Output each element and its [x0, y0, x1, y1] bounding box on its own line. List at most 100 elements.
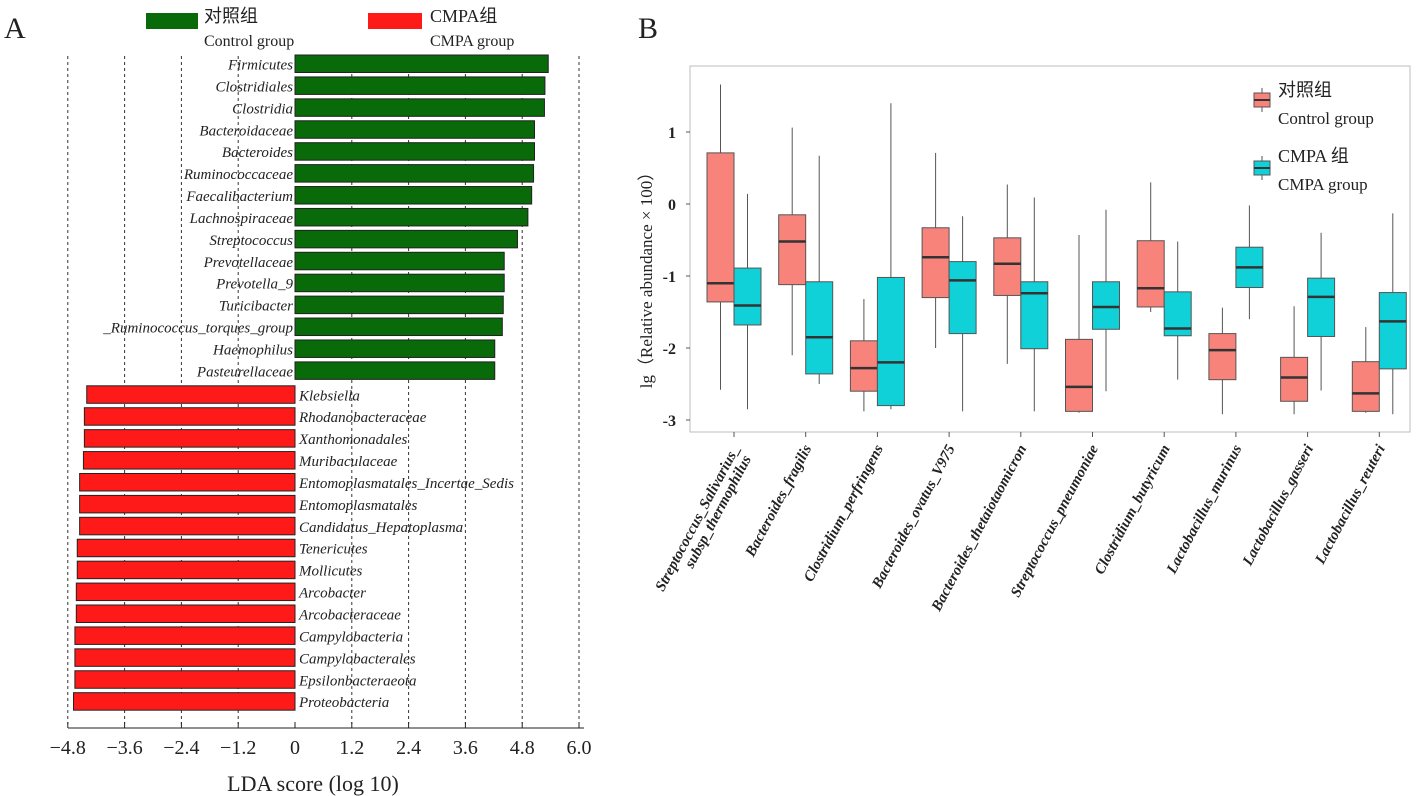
lda-bar [74, 648, 296, 667]
box-legend-control-cn: 对照组 [1278, 80, 1332, 100]
box-plot [706, 84, 735, 390]
lda-x-tick-label: 0 [290, 737, 300, 759]
lda-category-label: Arcobacter [298, 586, 366, 602]
lda-bar [294, 317, 503, 337]
lda-bar [76, 560, 296, 580]
lda-x-tick-label: 6.0 [567, 737, 592, 759]
lda-bar [294, 142, 536, 161]
box-body [1020, 281, 1049, 350]
box-plot [1351, 327, 1380, 413]
lda-category-label: Pasteurellaceae [196, 364, 293, 380]
box-legend-cmpa-key [1253, 156, 1271, 180]
box-body [948, 261, 977, 335]
lda-bar [294, 54, 549, 73]
lda-bar [294, 295, 504, 315]
lda-bar [79, 516, 296, 536]
lda-category-label: Haemophilus [212, 342, 293, 358]
box-x-label: Lactobacillus_murinus [1164, 442, 1246, 577]
box-x-label: Clostridium_butyricum [1092, 442, 1174, 577]
lda-category-label: Turicibacter [219, 299, 293, 315]
lda-x-tick-label: −2.4 [163, 737, 199, 759]
lda-bar [75, 582, 296, 602]
box-body [876, 276, 905, 407]
lda-bar [72, 692, 296, 711]
lda-x-tick-label: −3.6 [106, 737, 142, 759]
lda-category-label: Xanthomonadales [298, 432, 407, 448]
box-plot [1235, 205, 1264, 320]
box-plot [805, 155, 834, 384]
lda-bar [294, 229, 518, 249]
box-plot [778, 127, 807, 356]
lda-bar [79, 472, 296, 492]
box-legend-cmpa-cn: CMPA 组 [1278, 146, 1349, 166]
lda-bar [294, 339, 496, 358]
lda-category-label: Bacteroidaceae [199, 123, 293, 139]
box-plot [1208, 307, 1237, 415]
box-plot [1136, 182, 1165, 312]
box-plot [948, 216, 977, 412]
legend-swatch-cmpa [368, 13, 422, 29]
box-plot [1092, 209, 1120, 392]
lda-x-tick-label: −1.2 [220, 737, 256, 759]
box-plot [1378, 213, 1407, 415]
box-body [1065, 338, 1093, 412]
box-body [1208, 333, 1237, 381]
lda-bar [294, 76, 546, 95]
lda-category-label: Clostridiales [215, 79, 293, 95]
lda-category-label: Prevotella_9 [215, 277, 293, 293]
lda-category-label: Ruminococcaceae [183, 167, 293, 183]
lda-category-label: Campylobacteria [299, 629, 403, 645]
lda-category-label: Lachnospiraceae [189, 211, 294, 227]
box-plot [1020, 197, 1049, 412]
box-body [733, 267, 762, 326]
box-plot [993, 184, 1022, 364]
box-y-tick-label: -1 [663, 269, 676, 286]
box-y-axis: 1 0 -1 -2 -3 [663, 125, 690, 430]
box-body [1136, 240, 1165, 308]
box-legend: 对照组 Control group CMPA 组 CMPA group [1253, 80, 1374, 194]
legend-control-cn: 对照组 [204, 6, 258, 26]
box-body [805, 281, 834, 375]
lda-bar [79, 494, 296, 514]
box-body [993, 237, 1022, 296]
legend-swatch-control [146, 13, 198, 29]
box-body [1351, 361, 1380, 412]
lda-category-label: Faecalibacterium [185, 189, 293, 205]
lda-category-label: Bacteroides [222, 145, 293, 161]
lda-bar [83, 429, 296, 448]
box-plot [849, 299, 878, 412]
lda-bar [294, 361, 496, 380]
lda-category-label: Streptococcus [209, 233, 293, 249]
lda-category-label: Candidatus_Hepatoplasma [299, 520, 463, 536]
lda-category-label: Entomoplasmatales_Incertae_Sedis [298, 476, 514, 492]
box-x-label: Lactobacillus_reuteri [1312, 442, 1389, 568]
box-legend-cmpa-en: CMPA group [1278, 175, 1368, 194]
box-plot [733, 193, 762, 410]
lda-category-label: Epsilonbacteraeota [298, 673, 416, 689]
box-plot [1280, 306, 1309, 415]
panel-a-label: A [4, 12, 26, 45]
box-x-label: Lactobacillus_gasseri [1240, 442, 1318, 570]
box-x-label: Streptococcus_pneumoniae [1008, 442, 1102, 600]
lda-category-label: Proteobacteria [298, 695, 389, 711]
box-x-label-line: Clostridium_butyricum [1092, 442, 1174, 577]
box-plot [876, 103, 905, 410]
lda-bar [82, 451, 296, 470]
box-y-tick-label: -2 [663, 341, 676, 358]
lda-category-label: Campylobacterales [299, 651, 416, 667]
box-x-label: Clostridium_perfringens [801, 442, 887, 584]
lda-bar [294, 207, 529, 227]
lda-bar [75, 604, 296, 623]
box-legend-control-en: Control group [1278, 109, 1374, 128]
lda-bar [294, 164, 535, 183]
lda-bar [83, 407, 296, 426]
box-x-label-line: Lactobacillus_gasseri [1240, 442, 1318, 570]
lda-bar [86, 385, 296, 404]
box-x-label: Bacteroides_ovatus_V975 [869, 442, 959, 592]
lda-bar [294, 98, 545, 117]
lda-category-label: Tenericutes [299, 542, 368, 558]
box-legend-control-key [1253, 88, 1271, 112]
box-body [1307, 277, 1336, 337]
lda-bars [72, 54, 549, 711]
lda-x-tick-label: 2.4 [396, 737, 421, 759]
